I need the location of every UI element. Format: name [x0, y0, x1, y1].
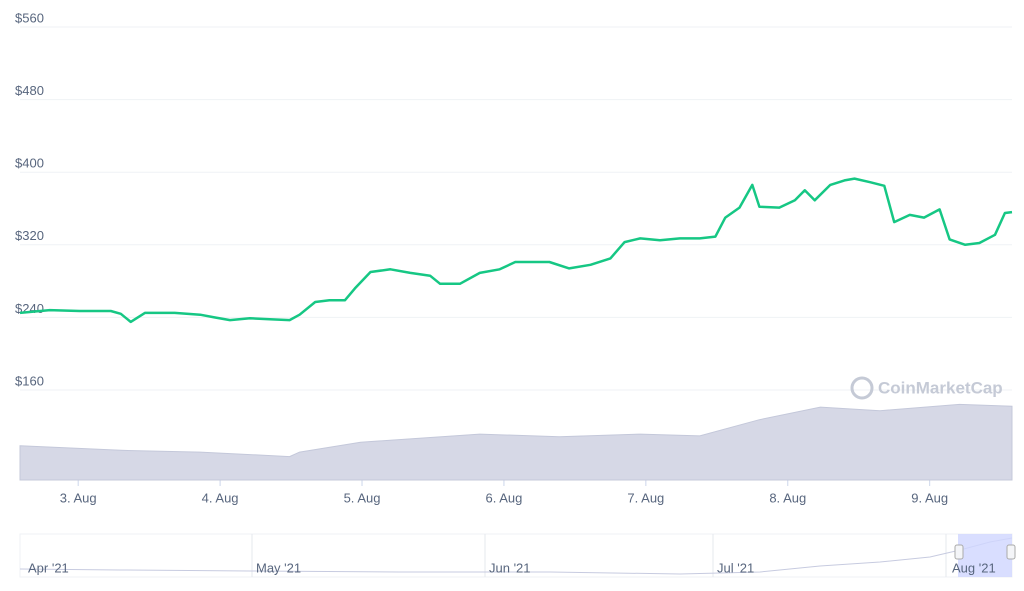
navigator-handle[interactable]	[1006, 544, 1016, 560]
watermark-logo	[850, 376, 874, 400]
x-tick-label: 5. Aug	[344, 490, 381, 505]
plot: $160 $240 $320 $400 $480 $560 3. Aug 4. Aug 5. A…	[15, 10, 1013, 505]
x-tick-label: 4. Aug	[202, 490, 239, 505]
y-tick-label: $320	[15, 228, 44, 243]
navigator-label: Apr '21	[28, 560, 69, 575]
x-tick-label: 3. Aug	[60, 490, 97, 505]
navigator-label: Aug '21	[952, 560, 996, 575]
watermark-text: CoinMarketCap	[878, 378, 1003, 397]
x-tick-label: 6. Aug	[485, 490, 522, 505]
x-tick-label: 9. Aug	[911, 490, 948, 505]
volume-area	[19, 403, 1013, 481]
watermark: CoinMarketCap	[850, 376, 1003, 400]
y-tick-label: $480	[15, 83, 44, 98]
x-tick-label: 7. Aug	[627, 490, 664, 505]
y-tick-label: $560	[15, 10, 44, 25]
navigator-handle[interactable]	[954, 544, 964, 560]
x-tick-label: 8. Aug	[769, 490, 806, 505]
y-tick-label: $240	[15, 301, 44, 316]
y-tick-label: $160	[15, 373, 44, 388]
navigator-selection[interactable]	[958, 534, 1012, 577]
navigator-label: May '21	[256, 560, 301, 575]
y-tick-label: $400	[15, 156, 44, 171]
navigator-label: Jul '21	[717, 560, 754, 575]
navigator-label: Jun '21	[489, 560, 531, 575]
price-line	[19, 177, 1013, 324]
navigator: Apr '21 May '21 Jun '21 Jul '21 Aug '21	[19, 533, 1016, 578]
